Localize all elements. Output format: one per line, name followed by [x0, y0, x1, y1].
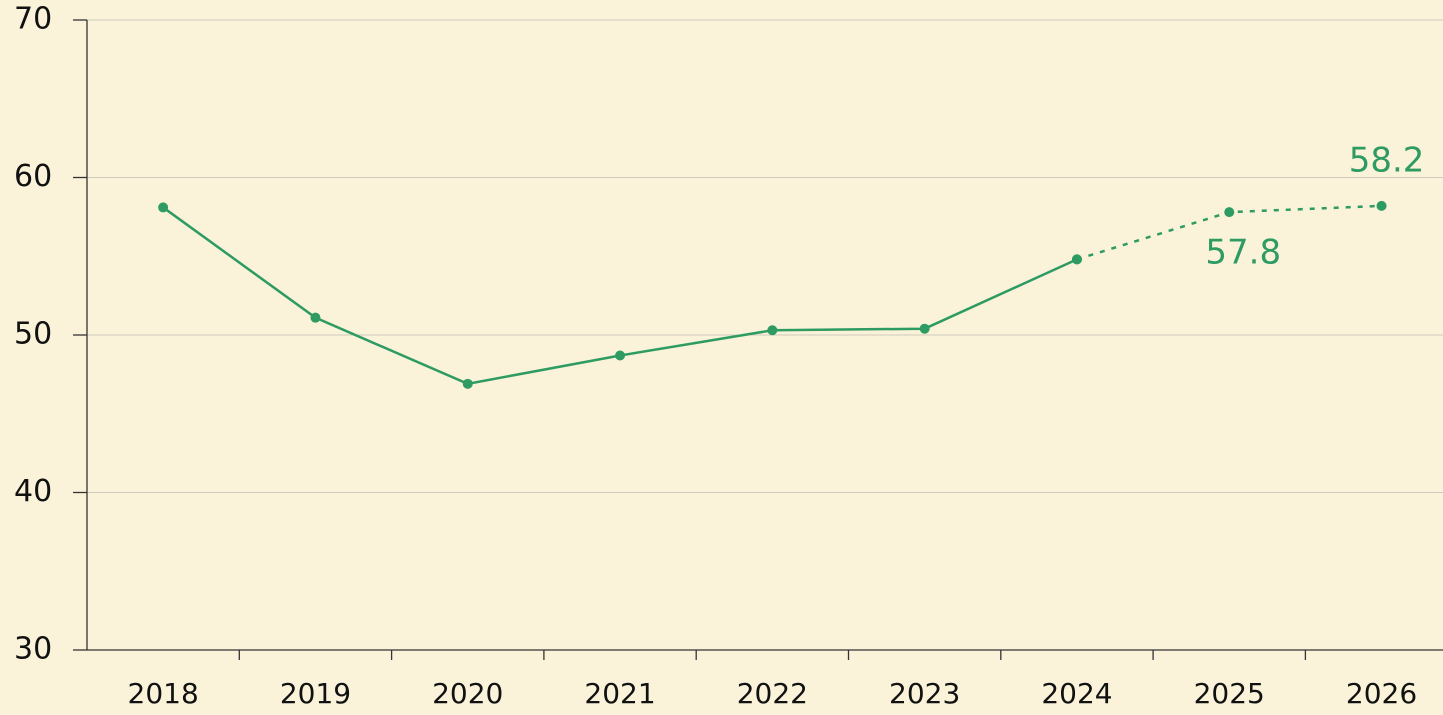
point [158, 202, 169, 213]
x-tick-label: 2025 [1194, 677, 1265, 710]
y-tick-label: 40 [14, 474, 52, 509]
data-label: 57.8 [1205, 233, 1281, 273]
y-tick-label: 60 [14, 159, 52, 194]
point [1376, 200, 1387, 211]
x-tick-label: 2020 [432, 677, 503, 710]
point [767, 325, 778, 336]
data-label: 58.2 [1349, 140, 1425, 180]
x-tick-label: 2023 [889, 677, 960, 710]
point [462, 378, 473, 389]
point [1071, 254, 1082, 265]
x-tick-label: 2021 [584, 677, 655, 710]
x-tick-label: 2022 [737, 677, 808, 710]
point [1224, 207, 1235, 218]
y-tick-label: 70 [14, 2, 52, 37]
y-tick-label: 30 [14, 632, 52, 667]
y-tick-label: 50 [14, 317, 52, 352]
x-tick-label: 2024 [1041, 677, 1112, 710]
point [310, 312, 321, 323]
point [919, 323, 930, 334]
point [615, 350, 626, 361]
x-tick-label: 2019 [280, 677, 351, 710]
x-tick-label: 2026 [1346, 677, 1417, 710]
x-tick-label: 2018 [128, 677, 199, 710]
